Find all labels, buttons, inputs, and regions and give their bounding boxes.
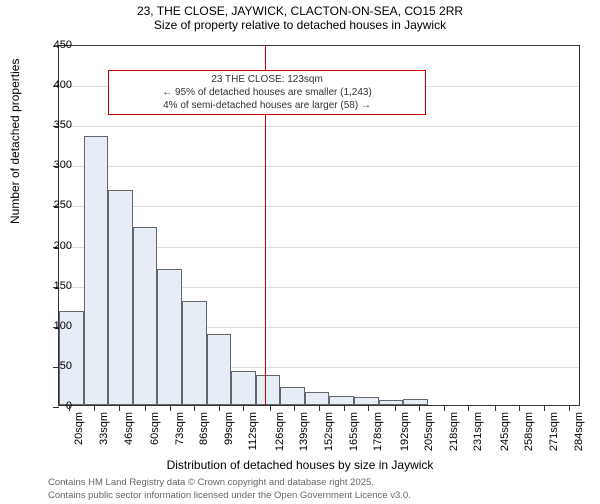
x-tick-label: 271sqm [548, 412, 560, 456]
x-tick-label: 46sqm [123, 412, 135, 456]
histogram-bar [280, 387, 305, 405]
x-tick [294, 406, 295, 411]
x-tick-label: 218sqm [448, 412, 460, 456]
annotation-line: 23 THE CLOSE: 123sqm [114, 73, 420, 86]
y-axis-title: Number of detached properties [8, 59, 22, 224]
x-tick [344, 406, 345, 411]
chart-title-line-2: Size of property relative to detached ho… [0, 18, 600, 32]
x-tick [569, 406, 570, 411]
y-gridline [59, 206, 579, 207]
x-tick-label: 258sqm [523, 412, 535, 456]
annotation-line: ← 95% of detached houses are smaller (1,… [114, 86, 420, 99]
x-tick-label: 139sqm [298, 412, 310, 456]
x-axis-title: Distribution of detached houses by size … [0, 458, 600, 472]
x-tick-label: 205sqm [423, 412, 435, 456]
histogram-bar [329, 396, 354, 405]
annotation-line: 4% of semi-detached houses are larger (5… [114, 99, 420, 112]
attribution-text: Contains HM Land Registry data © Crown c… [48, 477, 411, 502]
x-tick-label: 284sqm [573, 412, 585, 456]
y-gridline [59, 126, 579, 127]
x-tick [419, 406, 420, 411]
x-tick [69, 406, 70, 411]
histogram-bar [84, 136, 109, 405]
y-tick-label: 200 [54, 240, 72, 252]
y-tick-label: 50 [60, 360, 72, 372]
histogram-bar [354, 397, 379, 405]
y-tick-label: 150 [54, 280, 72, 292]
y-tick-label: 300 [54, 159, 72, 171]
x-tick [395, 406, 396, 411]
x-tick [145, 406, 146, 411]
x-tick-label: 231sqm [472, 412, 484, 456]
y-tick [53, 407, 59, 408]
x-tick [495, 406, 496, 411]
y-tick-label: 100 [54, 320, 72, 332]
x-tick [194, 406, 195, 411]
chart-title-line-1: 23, THE CLOSE, JAYWICK, CLACTON-ON-SEA, … [0, 4, 600, 18]
x-tick-label: 73sqm [174, 412, 186, 456]
histogram-bar [231, 371, 256, 405]
y-tick-label: 350 [54, 119, 72, 131]
x-tick [219, 406, 220, 411]
histogram-bar [133, 227, 158, 405]
x-tick-label: 112sqm [247, 412, 259, 456]
x-tick [119, 406, 120, 411]
y-tick-label: 450 [54, 39, 72, 51]
attribution-line-1: Contains HM Land Registry data © Crown c… [48, 477, 411, 489]
x-tick [170, 406, 171, 411]
x-tick-label: 126sqm [274, 412, 286, 456]
y-gridline [59, 166, 579, 167]
x-tick [444, 406, 445, 411]
x-tick-label: 152sqm [323, 412, 335, 456]
y-tick-label: 400 [54, 79, 72, 91]
histogram-bar [182, 301, 207, 405]
annotation-box: 23 THE CLOSE: 123sqm← 95% of detached ho… [108, 70, 426, 115]
x-tick-label: 99sqm [223, 412, 235, 456]
histogram-bar [305, 392, 330, 405]
x-tick [368, 406, 369, 411]
x-tick [94, 406, 95, 411]
histogram-bar [379, 400, 404, 405]
x-tick-label: 245sqm [499, 412, 511, 456]
x-tick [468, 406, 469, 411]
histogram-bar [403, 399, 428, 405]
histogram-bar [108, 190, 133, 405]
attribution-line-2: Contains public sector information licen… [48, 490, 411, 502]
x-tick-label: 178sqm [372, 412, 384, 456]
x-tick-label: 20sqm [73, 412, 85, 456]
x-tick-label: 33sqm [98, 412, 110, 456]
histogram-bar [207, 334, 232, 405]
histogram-bar [256, 375, 281, 405]
x-tick-label: 165sqm [348, 412, 360, 456]
x-tick [243, 406, 244, 411]
x-tick [519, 406, 520, 411]
x-tick-label: 192sqm [399, 412, 411, 456]
histogram-bar [157, 269, 182, 405]
x-tick-label: 60sqm [149, 412, 161, 456]
x-tick [544, 406, 545, 411]
x-tick [270, 406, 271, 411]
chart-plot-area: 23 THE CLOSE: 123sqm← 95% of detached ho… [58, 45, 580, 406]
y-tick-label: 250 [54, 199, 72, 211]
x-tick [319, 406, 320, 411]
x-tick-label: 86sqm [198, 412, 210, 456]
